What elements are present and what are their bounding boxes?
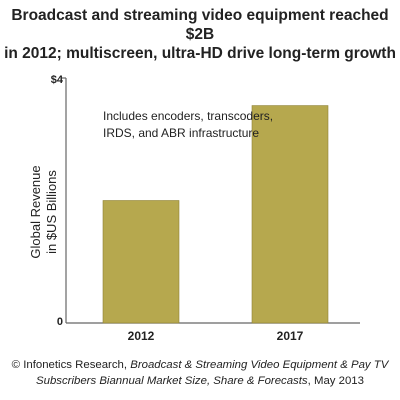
x-tick-label-2012: 2012 xyxy=(128,329,155,343)
annotation-line-1: Includes encoders, transcoders, xyxy=(103,109,273,123)
x-tick-label-2017: 2017 xyxy=(277,329,304,343)
bar-chart: Global Revenue in $US Billions $4 0 2012… xyxy=(28,74,360,343)
source-report-title-a: Broadcast & Streaming Video Equipment & … xyxy=(130,359,389,371)
bar-2017 xyxy=(251,105,329,324)
source-citation: © Infonetics Research, Broadcast & Strea… xyxy=(0,357,400,389)
chart-title-line-2: in 2012; multiscreen, ultra-HD drive lon… xyxy=(4,45,396,62)
y-axis-label-line-1: Global Revenue xyxy=(28,165,43,258)
y-axis-label-line-2: in $US Billions xyxy=(44,170,59,254)
source-report-title-b: Subscribers Biannual Market Size, Share … xyxy=(36,375,308,387)
annotation-line-2: IRDS, and ABR infrastructure xyxy=(103,126,259,140)
source-date: , May 2013 xyxy=(307,375,364,387)
y-tick-label-top: $4 xyxy=(51,74,64,86)
source-prefix: © Infonetics Research, xyxy=(11,359,131,371)
chart-title: Broadcast and streaming video equipment … xyxy=(0,6,400,63)
chart-title-line-1: Broadcast and streaming video equipment … xyxy=(11,7,389,43)
y-tick-label-zero: 0 xyxy=(57,316,63,328)
bar-2012 xyxy=(102,200,180,324)
